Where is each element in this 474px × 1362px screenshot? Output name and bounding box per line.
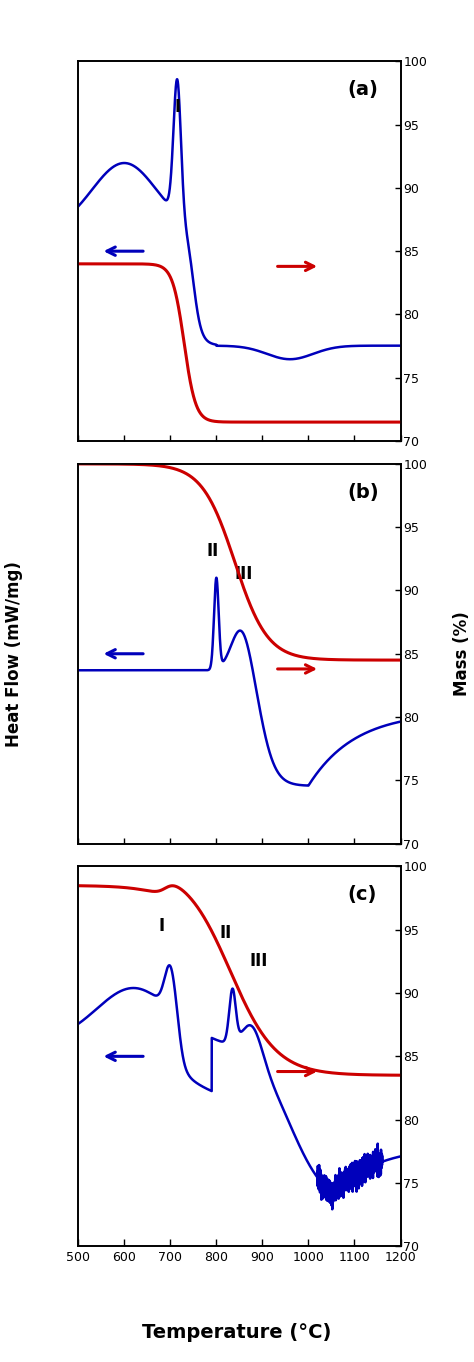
Text: I: I (174, 98, 180, 116)
Text: (c): (c) (347, 885, 377, 904)
Text: Temperature (°C): Temperature (°C) (142, 1323, 332, 1342)
Text: Mass (%): Mass (%) (453, 612, 471, 696)
Text: II: II (219, 925, 232, 943)
Text: Heat Flow (mW/mg): Heat Flow (mW/mg) (5, 561, 23, 746)
Text: III: III (249, 952, 268, 970)
Text: (a): (a) (347, 80, 378, 99)
Text: (b): (b) (347, 484, 379, 501)
Text: III: III (235, 565, 253, 583)
Text: II: II (207, 542, 219, 560)
Text: I: I (158, 917, 164, 934)
